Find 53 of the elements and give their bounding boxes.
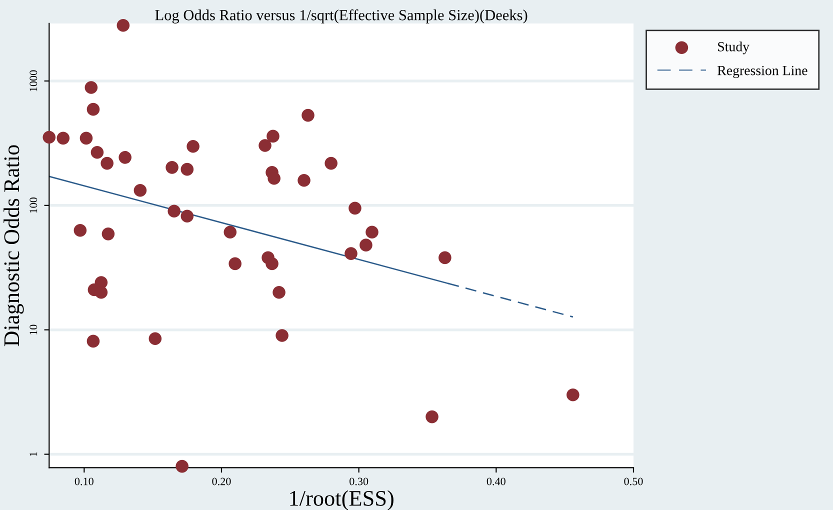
point (116, 18, 130, 32)
chart-title: Log Odds Ratio versus 1/sqrt(Effective Sample Size)(Deeks) (155, 9, 528, 24)
legend-label: Study (718, 42, 750, 54)
point (258, 139, 272, 152)
point (272, 286, 286, 299)
x-tick-label: 0.50 (624, 478, 643, 486)
point (86, 102, 100, 116)
y-tick-label: 10 (30, 324, 38, 334)
point (80, 132, 93, 145)
point (118, 151, 132, 164)
point (324, 156, 338, 170)
point (86, 334, 100, 348)
y-axis-title: Diagnostic Odds Ratio (4, 145, 24, 346)
point (148, 332, 162, 346)
point (42, 130, 56, 144)
point (90, 146, 104, 159)
point (266, 257, 278, 270)
y-tick-label: 100 (30, 198, 38, 213)
point (298, 174, 310, 187)
point (426, 410, 438, 424)
x-tick-label: 0.20 (212, 478, 231, 486)
point (224, 226, 237, 239)
point (228, 257, 242, 270)
point (344, 247, 358, 260)
point (566, 388, 580, 402)
point (366, 226, 378, 239)
x-tick-label: 0.10 (74, 478, 94, 486)
point (56, 132, 70, 145)
point (168, 204, 181, 218)
point (84, 81, 98, 94)
point (176, 460, 188, 473)
point (94, 286, 108, 299)
point (100, 156, 114, 170)
x-axis-title: 1/root(ESS) (290, 490, 394, 510)
point (166, 161, 178, 174)
point (438, 251, 452, 264)
point (360, 238, 372, 252)
point (102, 228, 115, 240)
point (180, 210, 194, 223)
point (134, 184, 147, 197)
point (186, 140, 200, 153)
point (266, 130, 280, 143)
point (268, 172, 280, 185)
y-tick-label: 1 (30, 452, 38, 456)
point (180, 162, 194, 176)
legend-label: Regression Line (718, 66, 808, 78)
x-tick-label: 0.30 (350, 478, 368, 486)
point (276, 329, 288, 342)
point (74, 224, 87, 237)
x-tick-label: 0.40 (486, 478, 506, 486)
point (302, 108, 314, 122)
point (348, 202, 362, 215)
y-tick-label: 1000 (30, 70, 38, 92)
